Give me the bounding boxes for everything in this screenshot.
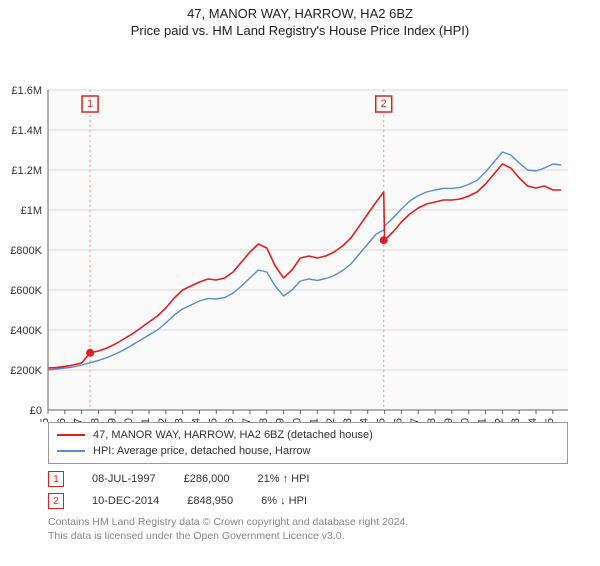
y-axis-label: £1.2M [11, 165, 42, 177]
y-axis-label: £1M [21, 205, 42, 217]
legend-label: 47, MANOR WAY, HARROW, HA2 6BZ (detached… [93, 429, 373, 441]
y-axis-label: £400K [10, 325, 42, 337]
legend-item: HPI: Average price, detached house, Harr… [57, 443, 559, 459]
transaction-date: 08-JUL-1997 [92, 473, 156, 485]
x-axis-label: 2021 [477, 418, 489, 422]
y-axis-label: £600K [10, 285, 42, 297]
y-axis-label: £200K [10, 365, 42, 377]
x-axis-label: 1997 [73, 418, 85, 422]
x-axis-label: 2001 [140, 418, 152, 422]
transaction-marker-icon: 2 [48, 493, 64, 509]
x-axis-label: 2015 [376, 418, 388, 422]
x-axis-label: 2017 [409, 418, 421, 422]
transaction-price: £286,000 [184, 473, 230, 485]
x-axis-label: 2011 [308, 418, 320, 422]
transaction-price: £848,950 [187, 495, 233, 507]
y-axis-label: £1.4M [11, 125, 42, 137]
x-axis-label: 2018 [426, 418, 438, 422]
line-chart: £0 £200K £400K £600K £800K £1M £1.2M £1.4M £1.6M… [0, 42, 600, 422]
x-axis-label: 2003 [174, 418, 186, 422]
x-axis-label: 2005 [207, 418, 219, 422]
x-axis-label: 2024 [527, 418, 539, 422]
transaction-date: 10-DEC-2014 [92, 495, 159, 507]
x-axis-label: 2025 [544, 418, 556, 422]
x-axis-label: 2016 [392, 418, 404, 422]
transaction-marker-icon: 1 [48, 471, 64, 487]
x-axis-label: 2006 [224, 418, 236, 422]
legend-item: 47, MANOR WAY, HARROW, HA2 6BZ (detached… [57, 427, 559, 443]
chart-title-line1: 47, MANOR WAY, HARROW, HA2 6BZ [0, 6, 600, 21]
x-axis-label: 2000 [123, 418, 135, 422]
x-axis-label: 2010 [291, 418, 303, 422]
x-axis-label: 2004 [190, 418, 202, 422]
x-axis-label: 2012 [325, 418, 337, 422]
legend: 47, MANOR WAY, HARROW, HA2 6BZ (detached… [48, 422, 568, 464]
x-axis-label: 2023 [510, 418, 522, 422]
x-axis-label: 2007 [241, 418, 253, 422]
x-axis-label: 1996 [56, 418, 68, 422]
x-axis-label: 2009 [275, 418, 287, 422]
transaction-row: 2 10-DEC-2014 £848,950 6% ↓ HPI [48, 492, 568, 510]
y-axis-label: £800K [10, 245, 42, 257]
footer-attribution: Contains HM Land Registry data © Crown c… [48, 516, 568, 543]
y-axis-label: £0 [30, 405, 42, 417]
legend-swatch [57, 450, 85, 452]
legend-label: HPI: Average price, detached house, Harr… [93, 445, 310, 457]
transaction-marker-number: 2 [381, 98, 387, 110]
legend-swatch [57, 434, 85, 436]
y-axis-label: £1.6M [11, 85, 42, 97]
transaction-pct: 21% ↑ HPI [257, 473, 309, 485]
transaction-pct: 6% ↓ HPI [261, 495, 307, 507]
chart-title-line2: Price paid vs. HM Land Registry's House … [0, 23, 600, 38]
chart-container: 47, MANOR WAY, HARROW, HA2 6BZ Price pai… [0, 6, 600, 566]
transaction-row: 1 08-JUL-1997 £286,000 21% ↑ HPI [48, 470, 568, 488]
x-axis-label: 1999 [106, 418, 118, 422]
x-axis-label: 2019 [443, 418, 455, 422]
x-axis-label: 1998 [89, 418, 101, 422]
x-axis-label: 2013 [342, 418, 354, 422]
x-axis-label: 1995 [39, 418, 51, 422]
x-axis-label: 2008 [258, 418, 270, 422]
transaction-marker-number: 1 [87, 98, 93, 110]
x-axis-label: 2014 [359, 418, 371, 422]
x-axis-label: 2022 [493, 418, 505, 422]
x-axis-label: 2002 [157, 418, 169, 422]
x-axis-label: 2020 [460, 418, 472, 422]
